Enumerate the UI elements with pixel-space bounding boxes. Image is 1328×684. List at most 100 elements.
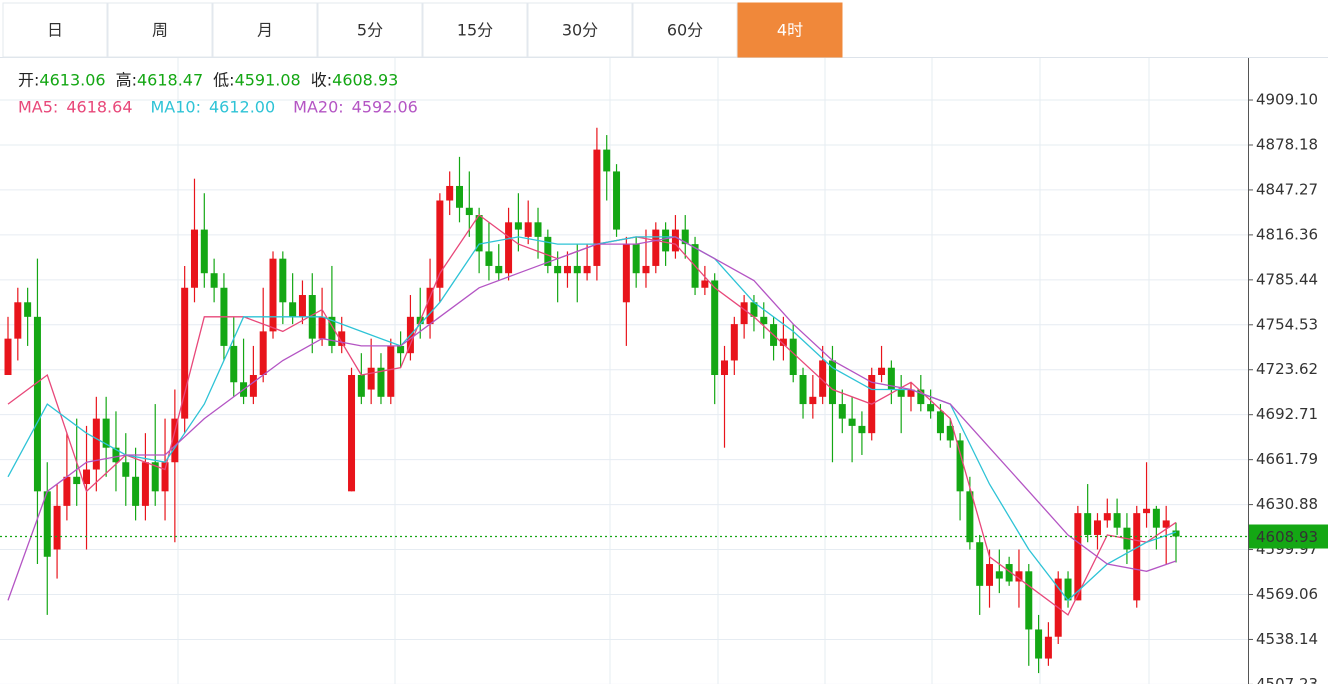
ohlc-name: 开: [18, 71, 39, 90]
candle-body [701, 280, 709, 288]
ohlc-name: 高: [116, 71, 137, 90]
candle-body [848, 418, 856, 426]
y-tick-label: 4723.62 [1256, 360, 1318, 378]
candle-body [485, 251, 493, 266]
tab[interactable] [632, 2, 738, 58]
tab[interactable] [212, 2, 318, 58]
candle-body [514, 222, 522, 230]
candle-body [563, 265, 571, 274]
candle-body [367, 367, 375, 390]
candle-body [534, 222, 542, 237]
y-tick-label: 4785.44 [1256, 270, 1318, 288]
candle-body [897, 389, 905, 397]
candle-body [671, 229, 679, 252]
candle-body [995, 571, 1003, 579]
candle-body [1015, 571, 1023, 582]
candle-body [377, 367, 385, 397]
candle-body [53, 505, 61, 550]
candle-body [544, 236, 552, 266]
y-tick-label: 4538.14 [1256, 630, 1318, 648]
candle-body [1025, 571, 1033, 630]
candle-body [711, 280, 719, 375]
candle-body [1162, 520, 1170, 528]
candle-body [1103, 513, 1111, 521]
tab-label[interactable]: 5分 [357, 21, 383, 40]
candle-body [210, 273, 218, 288]
ma-legend-name: MA5: [18, 98, 58, 117]
candle-body [789, 338, 797, 375]
tab-label[interactable]: 4时 [777, 21, 803, 40]
candle-body [338, 331, 346, 346]
candle-body [986, 564, 994, 586]
tab[interactable] [422, 2, 528, 58]
ohlc-value: 4613.06 [39, 71, 105, 90]
tab[interactable] [737, 2, 843, 58]
y-tick-label: 4754.53 [1256, 315, 1318, 333]
candle-body [505, 222, 513, 274]
candle-body [289, 302, 297, 317]
candle-body [524, 222, 532, 237]
candle-body [838, 404, 846, 419]
candle-body [190, 229, 198, 288]
candle-body [465, 207, 473, 216]
y-tick-label: 4507.23 [1256, 675, 1318, 684]
candle-body [141, 462, 149, 506]
candle-body [966, 491, 974, 543]
candle-body [681, 229, 689, 245]
candle-body [819, 360, 827, 397]
candle-body [858, 425, 866, 434]
candle-body [828, 360, 836, 405]
candle-body [887, 367, 895, 390]
candle-body [495, 265, 503, 274]
candle-body [652, 229, 660, 266]
candle-body [387, 345, 395, 397]
candle-body [112, 447, 120, 463]
tab-label[interactable]: 30分 [562, 21, 598, 40]
candle-body [92, 418, 100, 470]
y-tick-label: 4816.36 [1256, 225, 1318, 243]
ma-legend-name: MA20: [293, 98, 344, 117]
candle-body [43, 491, 51, 557]
candle-body [573, 265, 581, 274]
tab-label[interactable]: 月 [257, 21, 273, 40]
candle-body [298, 295, 306, 317]
candle-body [4, 338, 12, 375]
candle-body [357, 374, 365, 397]
last-price-box [1249, 524, 1328, 549]
candle-body [269, 258, 277, 332]
tab-label[interactable]: 日 [47, 21, 63, 40]
tab-label[interactable]: 15分 [457, 21, 493, 40]
tab[interactable] [107, 2, 213, 58]
candle-body [927, 404, 935, 412]
candle-body [603, 149, 611, 172]
candle-body [73, 476, 81, 485]
tab[interactable] [317, 2, 423, 58]
candle-body [181, 287, 189, 419]
tab-label[interactable]: 周 [152, 21, 168, 40]
ma-legend-value: 4612.00 [209, 98, 275, 117]
candle-body [1084, 513, 1092, 535]
tab[interactable] [2, 2, 108, 58]
candle-body [161, 462, 169, 492]
candle-body [259, 331, 267, 375]
candle-body [171, 418, 179, 463]
candle-body [1064, 578, 1072, 601]
candle-body [907, 389, 915, 397]
candle-body [122, 462, 130, 477]
candle-body [740, 302, 748, 325]
candle-body [730, 324, 738, 361]
y-tick-label: 4630.88 [1256, 495, 1318, 513]
candle-body [426, 287, 434, 325]
candle-body [455, 185, 463, 208]
candle-body [1172, 530, 1180, 537]
tab[interactable] [527, 2, 633, 58]
y-tick-label: 4909.10 [1256, 91, 1318, 109]
ohlc-value: 4618.47 [137, 71, 203, 90]
candle-body [760, 316, 768, 325]
candle-body [397, 345, 405, 354]
y-tick-label: 4692.71 [1256, 405, 1318, 423]
tab-label[interactable]: 60分 [667, 21, 703, 40]
ohlc-value: 4608.93 [332, 71, 398, 90]
candle-body [1113, 513, 1121, 528]
candle-body [348, 374, 356, 492]
